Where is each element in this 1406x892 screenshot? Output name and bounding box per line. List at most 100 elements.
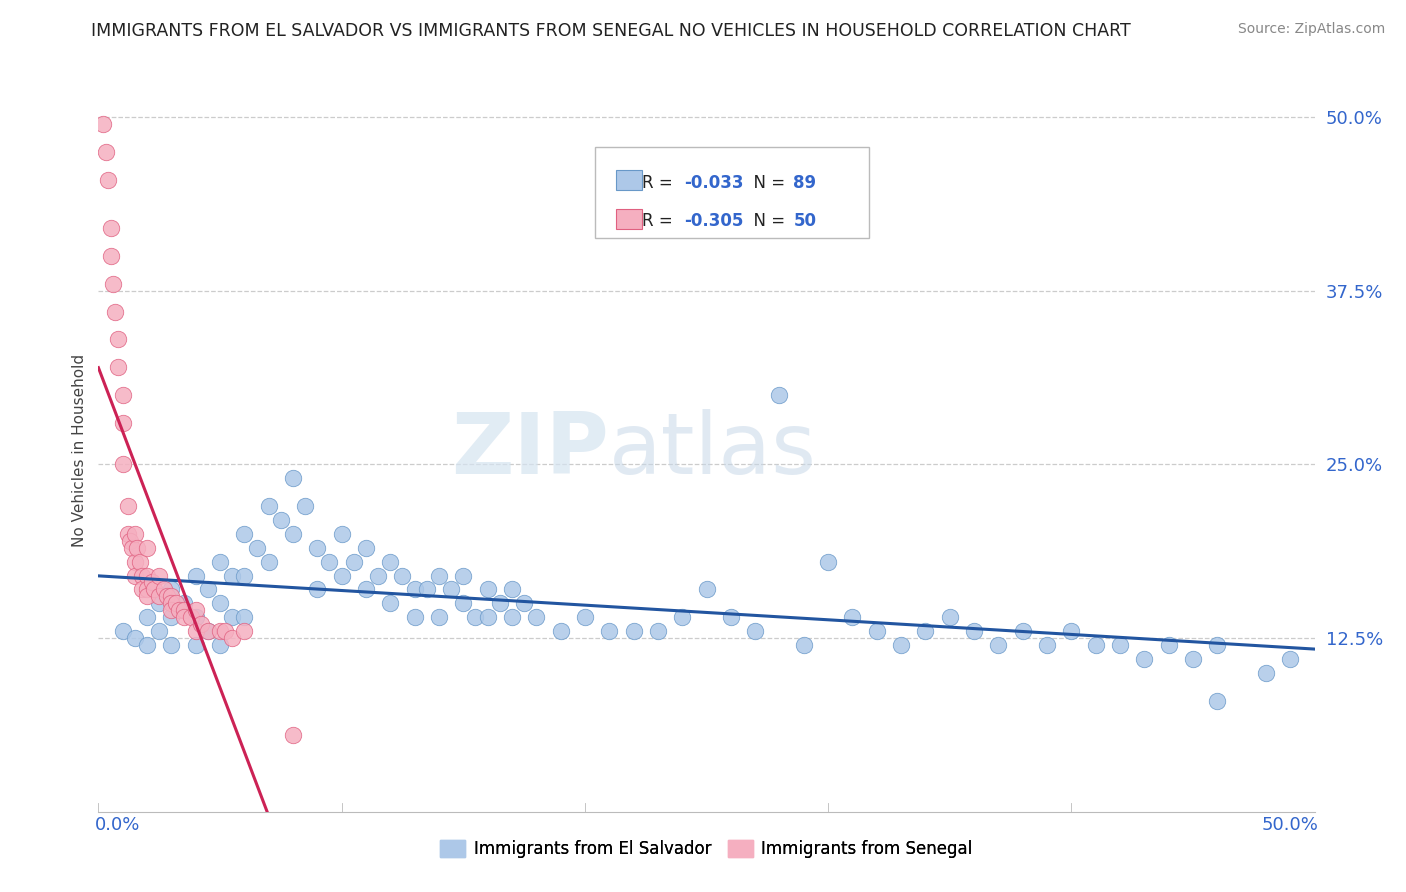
Point <box>184 638 207 652</box>
Point <box>136 610 159 624</box>
Point <box>160 610 183 624</box>
Point <box>214 624 236 639</box>
Point <box>124 526 146 541</box>
Point <box>404 582 426 597</box>
Point <box>1036 638 1059 652</box>
Point <box>221 610 243 624</box>
Point <box>1133 652 1156 666</box>
Point <box>294 499 316 513</box>
Point <box>1206 638 1229 652</box>
Point <box>1157 638 1180 652</box>
Point <box>197 624 219 639</box>
Point <box>550 624 572 639</box>
Point <box>367 568 389 582</box>
Point <box>987 638 1010 652</box>
Text: -0.033: -0.033 <box>683 174 744 192</box>
Point <box>117 526 139 541</box>
Point <box>167 603 190 617</box>
Point <box>148 590 170 604</box>
Point <box>209 555 232 569</box>
Point <box>1254 665 1277 680</box>
Point <box>488 596 510 610</box>
Point <box>111 458 134 472</box>
Point <box>111 416 134 430</box>
Legend: Immigrants from El Salvador, Immigrants from Senegal: Immigrants from El Salvador, Immigrants … <box>434 833 979 865</box>
Point <box>1279 652 1302 666</box>
Point <box>209 596 232 610</box>
Text: ZIP: ZIP <box>451 409 609 492</box>
Text: 50: 50 <box>793 212 817 230</box>
Point <box>477 610 499 624</box>
Point <box>160 582 183 597</box>
Point <box>744 624 766 639</box>
Point <box>914 624 936 639</box>
Point <box>155 590 177 604</box>
Point <box>165 596 187 610</box>
Point <box>391 568 413 582</box>
Point <box>121 541 143 555</box>
Text: atlas: atlas <box>609 409 817 492</box>
Point <box>245 541 267 555</box>
Text: 0.0%: 0.0% <box>94 816 141 834</box>
Point <box>197 582 219 597</box>
Point <box>136 568 159 582</box>
Point <box>453 596 475 610</box>
Point <box>127 541 149 555</box>
Point <box>416 582 439 597</box>
Point <box>464 610 486 624</box>
Text: 89: 89 <box>793 174 817 192</box>
Point <box>233 610 256 624</box>
Point <box>136 541 159 555</box>
Point <box>124 555 146 569</box>
Point <box>257 499 280 513</box>
Point <box>380 596 402 610</box>
Point <box>136 582 159 597</box>
Point <box>939 610 962 624</box>
Point <box>209 638 232 652</box>
Point <box>404 610 426 624</box>
Point <box>184 610 207 624</box>
Point <box>281 728 304 742</box>
Point <box>281 471 304 485</box>
Point <box>184 624 207 639</box>
Point <box>501 610 523 624</box>
Point <box>117 499 139 513</box>
Point <box>91 117 114 131</box>
Point <box>427 610 450 624</box>
Point <box>173 596 195 610</box>
Point <box>281 526 304 541</box>
Point <box>524 610 547 624</box>
Y-axis label: No Vehicles in Household: No Vehicles in Household <box>72 354 87 547</box>
Point <box>343 555 366 569</box>
Text: IMMIGRANTS FROM EL SALVADOR VS IMMIGRANTS FROM SENEGAL NO VEHICLES IN HOUSEHOLD : IMMIGRANTS FROM EL SALVADOR VS IMMIGRANT… <box>91 22 1132 40</box>
Point <box>97 172 120 186</box>
Point <box>623 624 645 639</box>
Point <box>720 610 742 624</box>
Point <box>173 603 195 617</box>
Point <box>330 526 353 541</box>
Text: R =: R = <box>641 212 678 230</box>
Point <box>160 638 183 652</box>
Point <box>233 624 256 639</box>
Point <box>209 624 232 639</box>
Point <box>160 590 183 604</box>
Point <box>107 332 129 346</box>
Point <box>111 388 134 402</box>
Point <box>148 596 170 610</box>
Point <box>180 610 202 624</box>
Point <box>100 221 122 235</box>
Point <box>598 624 620 639</box>
Point <box>141 575 163 590</box>
Text: N =: N = <box>742 212 790 230</box>
Point <box>107 360 129 375</box>
Point <box>184 568 207 582</box>
Text: Source: ZipAtlas.com: Source: ZipAtlas.com <box>1237 22 1385 37</box>
Point <box>100 249 122 263</box>
Point <box>184 603 207 617</box>
Point <box>453 568 475 582</box>
Point <box>233 568 256 582</box>
Point <box>330 568 353 582</box>
Point <box>1182 652 1205 666</box>
Point <box>318 555 340 569</box>
Text: -0.305: -0.305 <box>683 212 744 230</box>
